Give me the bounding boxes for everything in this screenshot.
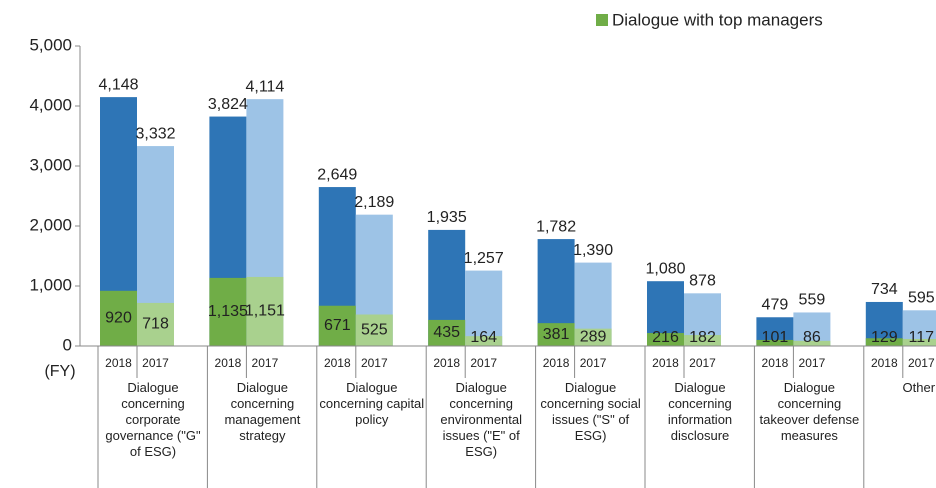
data-label: 671 xyxy=(324,317,351,334)
y-tick-label: 2,000 xyxy=(29,215,72,234)
year-label: 2017 xyxy=(689,356,716,370)
data-label: 289 xyxy=(580,329,607,346)
bar xyxy=(465,336,503,346)
year-label: 2017 xyxy=(470,356,497,370)
data-label: 1,782 xyxy=(536,218,576,235)
bar xyxy=(902,338,936,346)
y-tick-label: 3,000 xyxy=(29,155,72,174)
year-label: 2018 xyxy=(652,356,679,370)
data-label: 164 xyxy=(470,329,497,346)
y-tick-label: 5,000 xyxy=(29,35,72,54)
bar xyxy=(793,340,831,346)
category-label: Dialogue concerning takeover defense mea… xyxy=(759,380,860,443)
data-label: 2,189 xyxy=(354,194,394,211)
bar xyxy=(137,302,174,346)
data-label: 1,935 xyxy=(427,209,467,226)
data-label: 479 xyxy=(762,296,789,313)
data-label: 101 xyxy=(762,329,789,346)
year-label: 2017 xyxy=(908,356,935,370)
bar xyxy=(246,276,284,346)
data-label: 86 xyxy=(803,329,821,346)
year-label: 2017 xyxy=(142,356,169,370)
bar xyxy=(684,335,721,346)
data-label: 525 xyxy=(361,321,388,338)
year-label: 2018 xyxy=(762,356,789,370)
data-label: 3,824 xyxy=(208,96,248,113)
bar xyxy=(465,270,503,346)
data-label: 216 xyxy=(652,329,679,346)
data-label: 1,135 xyxy=(208,303,248,320)
y-tick-label: 1,000 xyxy=(29,275,72,294)
data-label: 734 xyxy=(871,281,898,298)
legend-label: Dialogue with top managers xyxy=(612,10,823,29)
bar xyxy=(865,338,903,346)
year-label: 2017 xyxy=(361,356,388,370)
data-label: 4,114 xyxy=(245,78,284,95)
bar xyxy=(756,339,794,346)
category-label: Dialogue concerning corporate governance… xyxy=(105,380,201,459)
bar xyxy=(647,333,684,346)
data-label: 117 xyxy=(909,329,935,346)
y-tick-label: 4,000 xyxy=(29,95,72,114)
data-label: 129 xyxy=(871,329,898,346)
category-label: Dialogue concerning social issues ("S" o… xyxy=(540,380,641,443)
bar xyxy=(355,314,393,346)
legend-swatch xyxy=(596,14,608,26)
bar xyxy=(537,323,575,346)
data-label: 381 xyxy=(543,326,570,343)
year-label: 2017 xyxy=(252,356,279,370)
data-label: 4,148 xyxy=(98,76,138,93)
bar xyxy=(209,277,247,346)
category-label: Dialogue concerning capital policy xyxy=(319,380,425,427)
bar xyxy=(574,328,612,346)
y-tick-label: 0 xyxy=(63,335,72,354)
data-label: 559 xyxy=(799,292,826,309)
bar xyxy=(793,312,831,346)
year-label: 2018 xyxy=(215,356,242,370)
data-label: 1,257 xyxy=(464,250,504,267)
year-label: 2017 xyxy=(799,356,826,370)
data-label: 435 xyxy=(433,324,460,341)
data-label: 718 xyxy=(142,316,169,333)
category-label: Other xyxy=(902,380,936,395)
bar xyxy=(428,319,466,346)
year-label: 2018 xyxy=(105,356,132,370)
data-label: 1,080 xyxy=(645,260,685,277)
x-axis-label: (FY) xyxy=(44,363,75,380)
data-label: 3,332 xyxy=(135,125,175,142)
data-label: 182 xyxy=(689,329,716,346)
data-label: 1,151 xyxy=(245,303,285,320)
data-label: 1,390 xyxy=(573,242,613,259)
category-label: Dialogue concerning information disclosu… xyxy=(667,380,733,443)
bar xyxy=(100,290,137,346)
year-label: 2018 xyxy=(871,356,898,370)
year-label: 2018 xyxy=(324,356,351,370)
category-label: Dialogue concerning management strategy xyxy=(224,380,301,443)
data-label: 2,649 xyxy=(317,166,357,183)
data-label: 595 xyxy=(908,290,935,307)
data-label: 920 xyxy=(105,310,132,327)
year-label: 2018 xyxy=(543,356,570,370)
bar xyxy=(318,305,356,346)
category-label: Dialogue concerning environmental issues… xyxy=(440,380,523,459)
data-label: 878 xyxy=(689,273,716,290)
year-label: 2018 xyxy=(433,356,460,370)
year-label: 2017 xyxy=(580,356,607,370)
